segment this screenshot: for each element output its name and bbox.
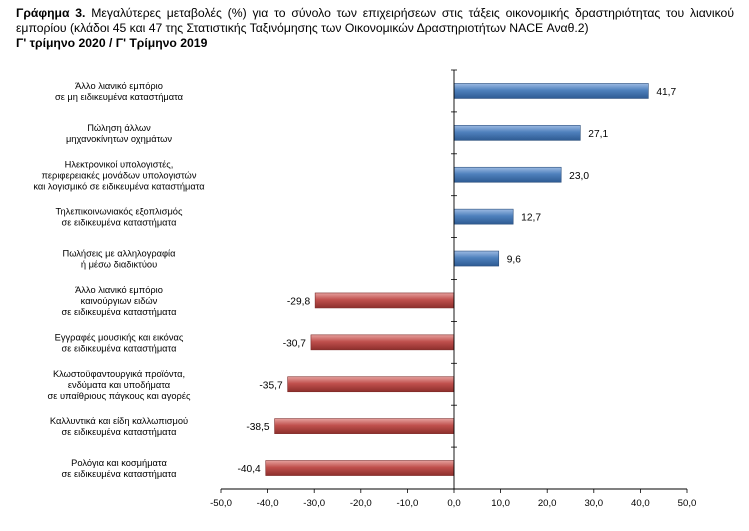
- chart-title-text: Μεγαλύτερες μεταβολές (%) για το σύνολο …: [16, 6, 734, 35]
- category-label-line: σε υπαίθριους πάγκους και αγορές: [48, 391, 191, 401]
- bar-2: [453, 166, 562, 183]
- category-label-0: Άλλο λιανικό εμπόριο σε μη ειδικευμένα κα…: [55, 81, 184, 102]
- x-tick-label-5: 0,0: [447, 498, 460, 509]
- data-label-0: 41,7: [656, 87, 676, 98]
- x-tick-label-4: -10,0: [396, 498, 418, 509]
- category-label-line: Ηλεκτρονικοί υπολογιστές,: [65, 159, 174, 169]
- category-label-8: Καλλυντικά και είδη καλλωπισμού σε ειδικε…: [50, 416, 188, 437]
- data-labels: 41,7 27,1 23,0 12,7 9,6 -29,8 -30,7 -35,7 -38,5 -…: [238, 87, 677, 475]
- category-label-6: Εγγραφές μουσικής και εικόνας σε ειδικευμ…: [55, 332, 184, 353]
- data-label-6: -30,7: [283, 338, 307, 349]
- data-label-3: 12,7: [521, 213, 541, 224]
- x-tick-labels: -50,0 -40,0 -30,0 -20,0 -10,0 0,0 10,0 20,0 30,0…: [210, 498, 696, 509]
- x-tick-label-3: -20,0: [350, 498, 372, 509]
- bar-8: [274, 418, 455, 434]
- data-label-9: -40,4: [238, 464, 262, 475]
- x-tick-label-7: 20,0: [538, 498, 557, 509]
- category-label-line: Άλλο λιανικό εμπόριο: [75, 285, 163, 295]
- category-label-line: σε ειδικευμένα καταστήματα: [62, 343, 178, 353]
- x-tick-label-2: -30,0: [303, 498, 325, 509]
- x-tick-label-1: -40,0: [257, 498, 279, 509]
- category-label-line: σε ειδικευμένα καταστήματα: [62, 218, 178, 228]
- category-label-line: Τηλεπικοινωνιακός εξοπλισμός: [56, 207, 183, 217]
- chart-title-period: Γ' τρίμηνο 2020 / Γ' Τρίμηνο 2019: [16, 36, 208, 50]
- category-label-line: σε ειδικευμένα καταστήματα: [62, 469, 178, 479]
- x-tick-label-0: -50,0: [210, 498, 232, 509]
- data-label-2: 23,0: [569, 171, 589, 182]
- data-label-4: 9,6: [507, 255, 521, 266]
- category-label-3: Τηλεπικοινωνιακός εξοπλισμός σε ειδικευμέ…: [56, 207, 183, 228]
- category-label-1: Πώληση άλλων μηχανοκίνητων οχημάτων: [66, 123, 172, 144]
- category-label-line: Κλωστοϋφαντουργικά προϊόντα,: [53, 369, 185, 379]
- category-label-line: Ρολόγια και κοσμήματα: [71, 458, 167, 468]
- bar-4: [453, 250, 500, 267]
- category-label-4: Πωλήσεις με αλληλογραφία ή μέσω διαδικτύο…: [62, 249, 176, 270]
- category-label-line: σε ειδικευμένα καταστήματα: [62, 307, 178, 317]
- x-tick-label-9: 40,0: [631, 498, 650, 509]
- bar-5: [314, 292, 455, 309]
- bars: [265, 83, 649, 476]
- axes: [220, 69, 688, 493]
- bar-7: [287, 376, 455, 393]
- data-label-7: -35,7: [259, 380, 283, 391]
- category-label-line: Καλλυντικά και είδη καλλωπισμού: [50, 416, 188, 426]
- category-label-line: Εγγραφές μουσικής και εικόνας: [55, 332, 184, 342]
- category-label-line: και λογισμικό σε ειδικευμένα καταστήματα: [33, 181, 205, 191]
- category-label-line: Άλλο λιανικό εμπόριο: [75, 81, 163, 91]
- category-label-7: Κλωστοϋφαντουργικά προϊόντα, ενδύματα και…: [48, 369, 191, 401]
- category-label-line: Πώληση άλλων: [87, 123, 151, 133]
- category-label-line: σε μη ειδικευμένα καταστήματα: [55, 92, 184, 102]
- x-tick-label-6: 10,0: [491, 498, 510, 509]
- data-label-8: -38,5: [246, 422, 270, 433]
- category-label-line: μηχανοκίνητων οχημάτων: [66, 134, 172, 144]
- x-tick-label-10: 50,0: [678, 498, 697, 509]
- bar-6: [310, 334, 455, 351]
- bar-3: [453, 208, 514, 225]
- category-labels: Άλλο λιανικό εμπόριο σε μη ειδικευμένα κα…: [33, 81, 205, 479]
- data-label-1: 27,1: [588, 129, 608, 140]
- bar-1: [453, 125, 581, 141]
- category-label-line: ή μέσω διαδικτύου: [81, 260, 157, 270]
- category-label-5: Άλλο λιανικό εμπόριο καινούργιων ειδών σε …: [62, 285, 178, 317]
- chart-title: Γράφημα 3. Μεγαλύτερες μεταβολές (%) για…: [16, 6, 734, 51]
- data-label-5: -29,8: [287, 296, 311, 307]
- bar-9: [265, 460, 455, 476]
- category-label-line: Πωλήσεις με αλληλογραφία: [62, 249, 176, 259]
- category-label-9: Ρολόγια και κοσμήματα σε ειδικευμένα κατα…: [62, 458, 178, 479]
- bar-0: [453, 83, 649, 99]
- category-label-2: Ηλεκτρονικοί υπολογιστές, περιφερειακές μ…: [33, 159, 205, 191]
- chart-title-lead: Γράφημα 3.: [16, 6, 86, 20]
- x-tick-label-8: 30,0: [584, 498, 603, 509]
- category-label-line: περιφερειακές μονάδων υπολογιστών: [42, 170, 197, 180]
- category-label-line: καινούργιων ειδών: [81, 296, 158, 306]
- category-label-line: σε ειδικευμένα καταστήματα: [62, 427, 178, 437]
- category-label-line: ενδύματα και υποδήματα: [68, 380, 171, 390]
